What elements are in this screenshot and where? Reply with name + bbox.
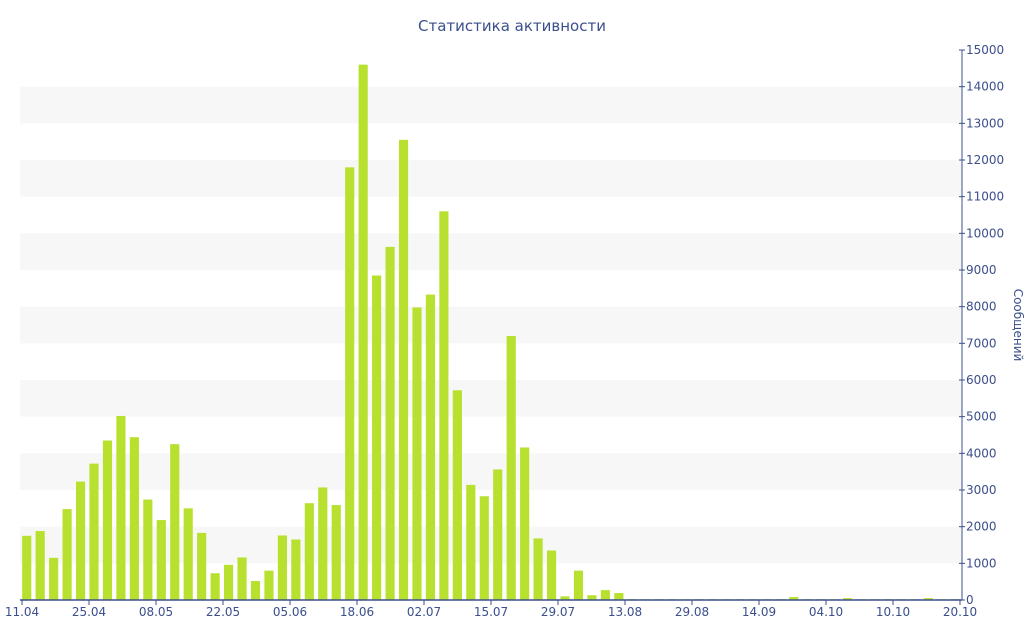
bar xyxy=(843,598,853,600)
grid-band xyxy=(20,233,962,270)
y-tick-label: 0 xyxy=(966,593,974,607)
y-tick-label: 6000 xyxy=(966,373,997,387)
y-tick-label: 5000 xyxy=(966,410,997,424)
bar xyxy=(533,538,543,600)
chart-title: Статистика активности xyxy=(418,17,606,35)
x-tick-label: 29.08 xyxy=(675,605,709,619)
grid-band xyxy=(20,380,962,417)
y-tick-label: 2000 xyxy=(966,520,997,534)
bar xyxy=(224,564,234,600)
bar xyxy=(102,440,113,600)
y-tick-label: 1000 xyxy=(966,556,997,570)
x-tick-label: 04.10 xyxy=(809,605,843,619)
bar xyxy=(304,503,314,600)
bar xyxy=(183,508,193,600)
x-axis: 11.04 25.04 08.05 22.05 05.06 18.06 02.07 15.07… xyxy=(5,599,977,619)
bar xyxy=(318,487,328,600)
bar xyxy=(425,294,436,600)
y-tick-label: 13000 xyxy=(966,116,1004,130)
x-tick-label: 18.06 xyxy=(340,605,374,619)
bar xyxy=(250,580,261,600)
bar xyxy=(412,307,422,600)
bar xyxy=(358,64,368,600)
x-tick-label: 13.08 xyxy=(608,605,642,619)
bar xyxy=(62,509,72,600)
x-tick-label: 02.07 xyxy=(407,605,441,619)
x-tick-label: 05.06 xyxy=(273,605,307,619)
y-tick-label: 14000 xyxy=(966,80,1004,94)
bar xyxy=(116,415,126,600)
bar xyxy=(345,167,355,601)
bar xyxy=(506,336,516,600)
bar xyxy=(49,557,59,600)
x-tick-label: 14.09 xyxy=(742,605,776,619)
x-tick-label: 29.07 xyxy=(541,605,575,619)
y-tick-label: 8000 xyxy=(966,300,997,314)
grid-band xyxy=(20,453,962,490)
grid-band xyxy=(20,160,962,197)
bar xyxy=(560,596,570,600)
x-tick-label: 22.05 xyxy=(206,605,240,619)
bar xyxy=(143,499,153,600)
bar xyxy=(35,531,45,600)
y-tick-label: 7000 xyxy=(966,336,997,350)
bar xyxy=(789,597,799,600)
bar-series xyxy=(22,64,960,601)
bar xyxy=(331,505,341,600)
bar xyxy=(385,246,395,600)
bar xyxy=(170,444,180,600)
bar xyxy=(129,437,139,600)
y-tick-label: 4000 xyxy=(966,446,997,460)
bar xyxy=(264,570,274,600)
bar xyxy=(600,590,610,600)
x-tick-label: 25.04 xyxy=(72,605,106,619)
bar xyxy=(546,550,557,600)
bar xyxy=(479,496,489,600)
bar xyxy=(452,390,462,600)
bar xyxy=(923,598,933,600)
y-tick-label: 10000 xyxy=(966,226,1004,240)
bar xyxy=(493,469,503,600)
bar xyxy=(466,484,476,600)
bar xyxy=(614,593,624,600)
bar xyxy=(210,573,220,600)
x-tick-label: 08.05 xyxy=(139,605,173,619)
y-tick-label: 11000 xyxy=(966,190,1004,204)
bar xyxy=(520,447,530,600)
x-tick-label: 10.10 xyxy=(876,605,910,619)
grid-band xyxy=(20,86,962,124)
x-tick-label: 11.04 xyxy=(5,605,39,619)
bar xyxy=(398,139,409,601)
bar xyxy=(197,532,207,600)
bar xyxy=(22,535,32,600)
y-axis-title: Сообщений xyxy=(1011,289,1024,362)
bar xyxy=(587,595,597,600)
grid-bands xyxy=(20,86,962,564)
bar xyxy=(372,275,382,600)
bar xyxy=(291,539,301,600)
x-tick-label: 20.10 xyxy=(943,605,977,619)
x-tick-label: 15.07 xyxy=(474,605,508,619)
grid-band xyxy=(20,306,962,344)
y-axis: 0 1000 2000 3000 4000 5000 6000 7000 8000 9000 100… xyxy=(959,43,1004,607)
y-tick-label: 12000 xyxy=(966,153,1004,167)
bar xyxy=(75,481,86,600)
bar xyxy=(89,463,99,600)
bar xyxy=(439,211,449,601)
bar xyxy=(277,535,287,600)
bar xyxy=(573,570,584,600)
y-tick-label: 3000 xyxy=(966,483,997,497)
y-tick-label: 15000 xyxy=(966,43,1004,57)
bar xyxy=(156,520,166,600)
y-tick-label: 9000 xyxy=(966,263,997,277)
bar xyxy=(237,557,247,600)
